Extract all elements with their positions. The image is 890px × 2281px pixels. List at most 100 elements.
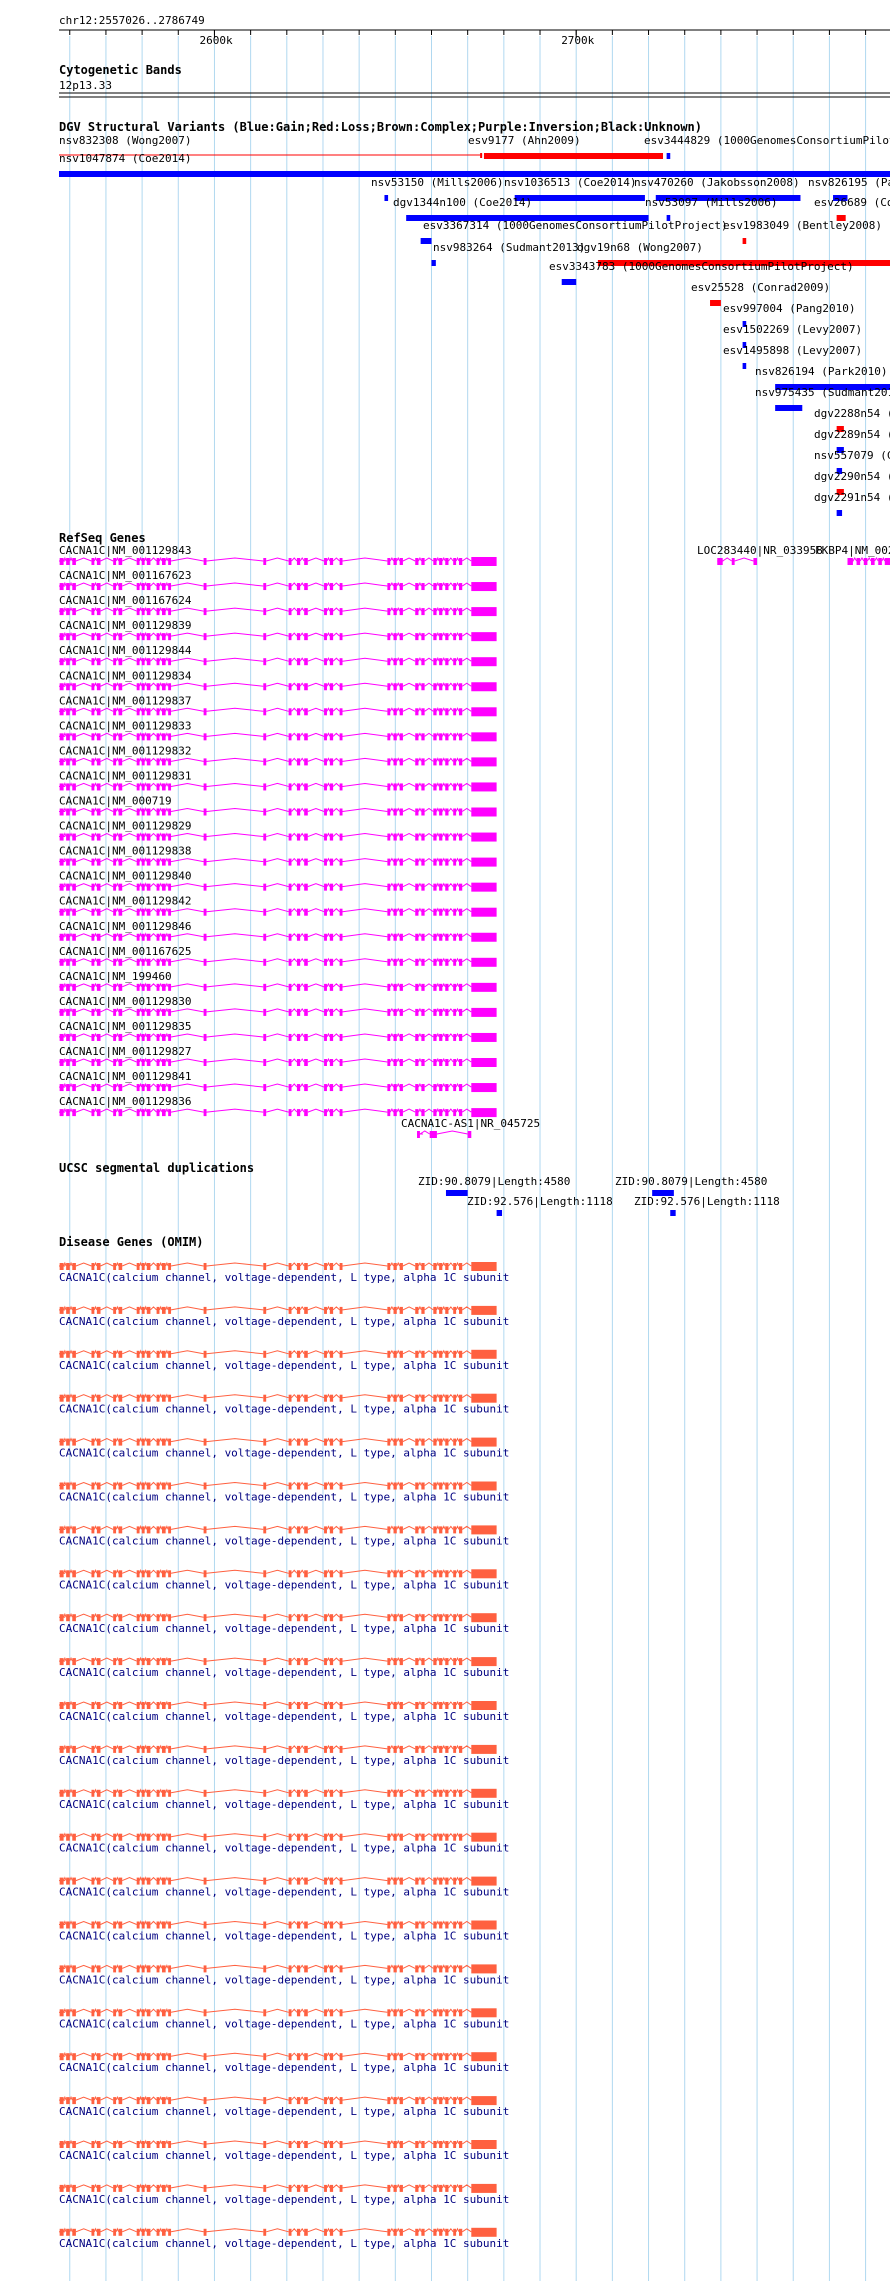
exon [296, 1482, 301, 1490]
segdup-item: ZID:92.576|Length:1118 [634, 1195, 780, 1216]
exon [162, 1965, 166, 1973]
exon [141, 608, 145, 616]
exon [72, 883, 76, 891]
exon [66, 1614, 70, 1622]
exon [263, 633, 267, 641]
exon [118, 908, 123, 916]
exon [136, 2009, 140, 2017]
exon [288, 1263, 292, 1270]
cytoband-track[interactable]: Cytogenetic Bands 12p13.33 [59, 63, 890, 98]
exon [458, 908, 463, 916]
exon [72, 1745, 76, 1753]
exon [439, 1965, 443, 1973]
exon [96, 1482, 101, 1490]
exon [146, 1059, 151, 1066]
exon [329, 783, 334, 791]
exon [66, 658, 70, 666]
exon [393, 933, 397, 941]
exon [439, 833, 443, 841]
exon [415, 2097, 419, 2105]
intron-line [63, 1032, 472, 1038]
exon [439, 1570, 443, 1578]
exon [304, 958, 308, 966]
exon [66, 1921, 70, 1929]
exon [263, 783, 267, 791]
exon [453, 1570, 457, 1578]
exon [433, 1263, 437, 1270]
exon [156, 1394, 160, 1402]
refseq-transcript: CACNA1C|NM_001129833 [59, 719, 497, 742]
exon [421, 633, 425, 641]
intron-line [63, 1305, 472, 1311]
dgv-variant-label: esv3343783 (1000GenomesConsortiumPilotPr… [549, 260, 854, 273]
intron-line [63, 1788, 472, 1794]
exon [304, 1482, 308, 1490]
exon [453, 933, 457, 941]
exon [445, 933, 449, 941]
exon [113, 558, 117, 565]
exon [399, 2053, 403, 2061]
refseq-transcript-label: CACNA1C|NM_001129830 [59, 995, 191, 1008]
exon [863, 558, 868, 565]
exon [91, 1059, 95, 1066]
exon [324, 608, 327, 616]
refseq-transcript-label: CACNA1C|NM_199460 [59, 970, 172, 983]
exon [458, 2141, 463, 2148]
exon [203, 1263, 207, 1270]
exon [415, 608, 419, 616]
exon [66, 1084, 70, 1092]
exon [203, 2141, 207, 2148]
omim-gene: CACNA1C(calcium channel, voltage-depende… [59, 1524, 509, 1547]
exon [168, 558, 172, 565]
exon [203, 1394, 207, 1402]
exon [288, 1965, 292, 1973]
exon [118, 833, 123, 841]
exon [421, 1658, 425, 1666]
exon [433, 858, 437, 866]
exon [118, 608, 123, 616]
dgv-variant-label: esv997004 (Pang2010) [723, 302, 855, 315]
exon [168, 983, 172, 991]
exon [304, 1109, 308, 1117]
exon [399, 1877, 403, 1885]
exon [66, 1702, 70, 1709]
exon [91, 908, 95, 916]
exon [399, 2228, 403, 2236]
intron-line [63, 756, 472, 762]
exon [118, 633, 123, 641]
exon [393, 1109, 397, 1117]
omim-gene: CACNA1C(calcium channel, voltage-depende… [59, 1393, 509, 1416]
exon [415, 1350, 419, 1358]
exon [399, 1033, 403, 1041]
exon [141, 983, 145, 991]
intron-line [63, 2139, 472, 2145]
exon [387, 1789, 391, 1797]
refseq-track[interactable]: RefSeq Genes CACNA1C|NM_001129843CACNA1C… [59, 531, 890, 1138]
exon [339, 958, 343, 966]
exon [96, 958, 101, 966]
exon [433, 1109, 437, 1117]
exon [72, 908, 76, 916]
omim-track[interactable]: Disease Genes (OMIM) CACNA1C(calcium cha… [59, 1235, 509, 2250]
exon [471, 732, 497, 742]
exon [393, 1033, 397, 1041]
exon [445, 1008, 449, 1016]
exon [91, 1658, 95, 1666]
exon [304, 1570, 308, 1578]
exon [288, 1745, 292, 1753]
exon [304, 708, 308, 716]
exon [329, 1658, 334, 1666]
exon [141, 1263, 145, 1270]
exon [168, 1658, 172, 1666]
exon [91, 1526, 95, 1534]
segdup-track[interactable]: UCSC segmental duplications ZID:90.8079|… [59, 1161, 780, 1216]
omim-gene-label: CACNA1C(calcium channel, voltage-depende… [59, 2237, 509, 2250]
dgv-track[interactable]: DGV Structural Variants (Blue:Gain;Red:L… [59, 120, 890, 516]
exon [458, 2053, 463, 2061]
exon [339, 983, 343, 991]
exon [118, 1965, 123, 1973]
exon [471, 1305, 497, 1315]
exon [141, 1008, 145, 1016]
exon [393, 808, 397, 816]
exon [91, 883, 95, 891]
